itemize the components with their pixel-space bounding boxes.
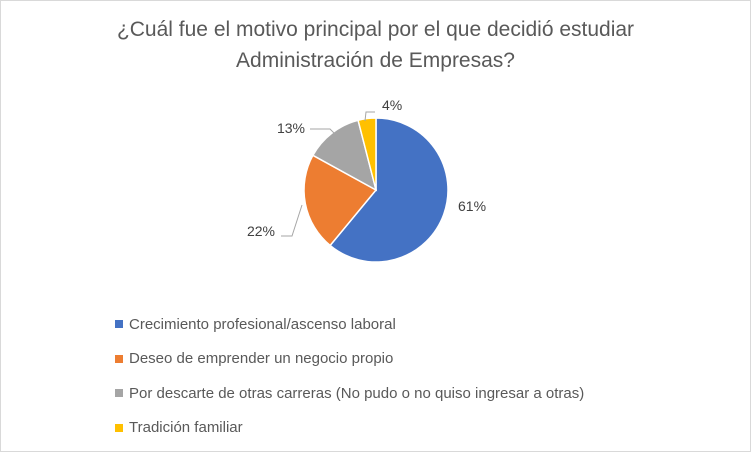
legend-label-tradicion: Tradición familiar <box>129 419 243 437</box>
legend-item-emprender: Deseo de emprender un negocio propio <box>115 342 584 377</box>
data-label-crecimiento: 61% <box>458 198 486 214</box>
legend-item-descarte: Por descarte de otras carreras (No pudo … <box>115 376 584 411</box>
pie-slice-descarte <box>311 119 378 192</box>
legend-item-tradicion: Tradición familiar <box>115 411 584 446</box>
data-label-emprender: 22% <box>247 223 275 239</box>
pie-slice-tradicion <box>357 117 377 191</box>
chart-title-line-2: Administración de Empresas? <box>236 49 515 72</box>
legend-label-crecimiento: Crecimiento profesional/ascenso laboral <box>129 315 396 333</box>
data-label-descarte: 13% <box>277 120 305 136</box>
data-label-tradicion: 4% <box>382 97 402 113</box>
leader-line-tradicion <box>364 111 375 122</box>
chart-title: ¿Cuál fue el motivo principal por el que… <box>0 14 751 76</box>
legend-swatch-crecimiento <box>115 320 123 329</box>
leader-line-emprender <box>281 204 303 237</box>
pie-slice-emprender <box>303 154 378 247</box>
leader-line-descarte <box>310 128 336 135</box>
legend-swatch-emprender <box>115 354 123 363</box>
legend-label-descarte: Por descarte de otras carreras (No pudo … <box>129 384 585 402</box>
legend-swatch-descarte <box>115 389 123 398</box>
legend: Crecimiento profesional/ascenso laboral D… <box>115 307 584 445</box>
chart-title-line-1: ¿Cuál fue el motivo principal por el que… <box>116 18 635 41</box>
pie-slice-crecimiento <box>329 117 449 263</box>
legend-item-crecimiento: Crecimiento profesional/ascenso laboral <box>115 307 584 342</box>
legend-swatch-tradicion <box>115 423 123 432</box>
legend-label-emprender: Deseo de emprender un negocio propio <box>129 350 394 368</box>
